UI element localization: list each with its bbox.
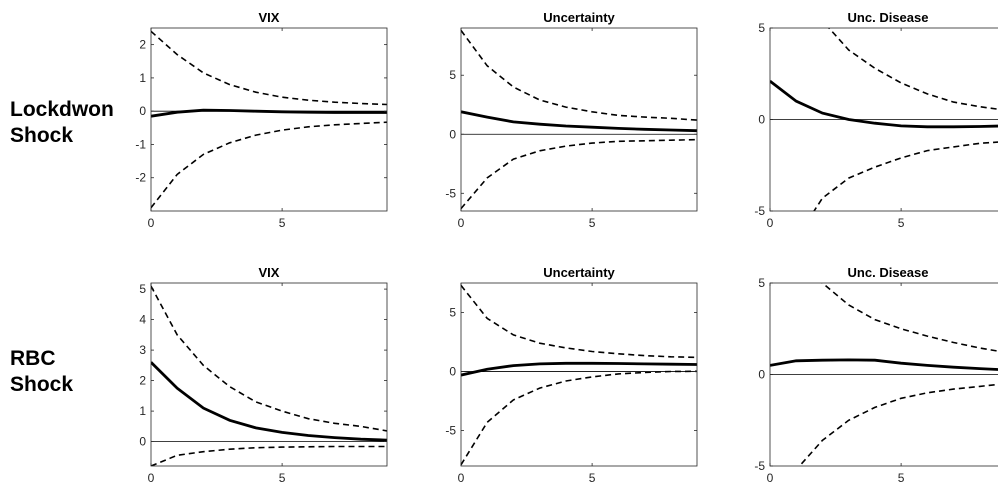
row-label-lockdown-line2: Shock xyxy=(10,124,74,147)
y-tick-label: -5 xyxy=(445,186,456,200)
axes-frame xyxy=(150,282,388,467)
series-line-upper xyxy=(151,30,387,106)
series-line-response xyxy=(461,110,697,133)
y-tick-label: 5 xyxy=(449,68,456,82)
chart-title: VIX xyxy=(259,265,280,280)
series-line-upper xyxy=(827,28,998,111)
x-tick-label: 5 xyxy=(898,471,905,485)
y-tick-label: 5 xyxy=(449,306,456,320)
series-line-lower xyxy=(813,141,998,211)
chart-title: Unc. Disease xyxy=(848,10,929,25)
plot-area xyxy=(151,28,387,211)
y-tick-label: 5 xyxy=(139,282,146,296)
x-tick-label: 0 xyxy=(458,216,465,230)
chart-title: Uncertainty xyxy=(543,265,615,280)
series-line-response xyxy=(770,79,998,129)
x-tick-label: 0 xyxy=(148,216,155,230)
x-tick-label: 5 xyxy=(589,216,596,230)
series-line-lower xyxy=(151,445,387,466)
row-label-rbc-line1: RBC xyxy=(10,347,56,370)
y-tick-label: -5 xyxy=(754,204,765,218)
y-tick-label: 0 xyxy=(449,365,456,379)
x-tick-label: 0 xyxy=(767,471,774,485)
y-tick-label: -2 xyxy=(135,171,146,185)
series-line-response xyxy=(151,108,387,118)
chart-panel-1: -5 0 5 0 5 Uncertainty xyxy=(445,10,698,230)
y-tick-label: -5 xyxy=(445,424,456,438)
x-tick-label: 0 xyxy=(767,216,774,230)
series-line-lower xyxy=(151,121,387,209)
y-tick-label: 3 xyxy=(139,343,146,357)
y-tick-label: -1 xyxy=(135,137,146,151)
chart-panel-3: 0 1 2 3 4 5 0 5 VIX xyxy=(139,265,388,485)
y-tick-label: 0 xyxy=(758,113,765,127)
axes-frame xyxy=(150,27,388,212)
series-line-lower xyxy=(461,370,697,466)
y-tick-label: 2 xyxy=(139,38,146,52)
y-tick-label: 2 xyxy=(139,374,146,388)
y-tick-label: 5 xyxy=(758,276,765,290)
x-tick-label: 0 xyxy=(148,471,155,485)
x-tick-label: 5 xyxy=(898,216,905,230)
x-tick-label: 0 xyxy=(458,471,465,485)
y-tick-label: 1 xyxy=(139,404,146,418)
series-line-lower xyxy=(798,383,998,466)
y-tick-label: 0 xyxy=(449,127,456,141)
chart-panel-4: -5 0 5 0 5 Uncertainty xyxy=(445,265,698,485)
axes-frame xyxy=(460,27,698,212)
row-label-lockdown: Lockdwon Shock xyxy=(10,97,114,149)
row-label-rbc: RBC Shock xyxy=(10,346,73,398)
series-line-upper xyxy=(461,284,697,359)
axes-frame xyxy=(460,282,698,467)
chart-title: Uncertainty xyxy=(543,10,615,25)
chart-title: VIX xyxy=(259,10,280,25)
x-tick-label: 5 xyxy=(589,471,596,485)
series-line-upper xyxy=(461,29,697,121)
plot-area xyxy=(461,283,697,466)
series-line-upper xyxy=(821,283,998,352)
row-label-lockdown-line1: Lockdwon xyxy=(10,98,114,121)
series-line-response xyxy=(461,361,697,377)
series-line-response xyxy=(151,361,387,442)
y-tick-label: 0 xyxy=(758,368,765,382)
chart-title: Unc. Disease xyxy=(848,265,929,280)
row-label-rbc-line2: Shock xyxy=(10,373,74,396)
series-line-upper xyxy=(151,285,387,432)
plot-area xyxy=(151,283,387,466)
y-tick-label: 5 xyxy=(758,21,765,35)
chart-panel-0: -2 -1 0 1 2 0 5 VIX xyxy=(135,10,388,230)
y-tick-label: 0 xyxy=(139,104,146,118)
y-tick-label: 4 xyxy=(139,313,146,327)
x-tick-label: 5 xyxy=(279,216,286,230)
y-tick-label: 1 xyxy=(139,71,146,85)
y-tick-label: -5 xyxy=(754,459,765,473)
series-line-response xyxy=(770,358,998,371)
y-tick-label: 0 xyxy=(139,435,146,449)
x-tick-label: 5 xyxy=(279,471,286,485)
